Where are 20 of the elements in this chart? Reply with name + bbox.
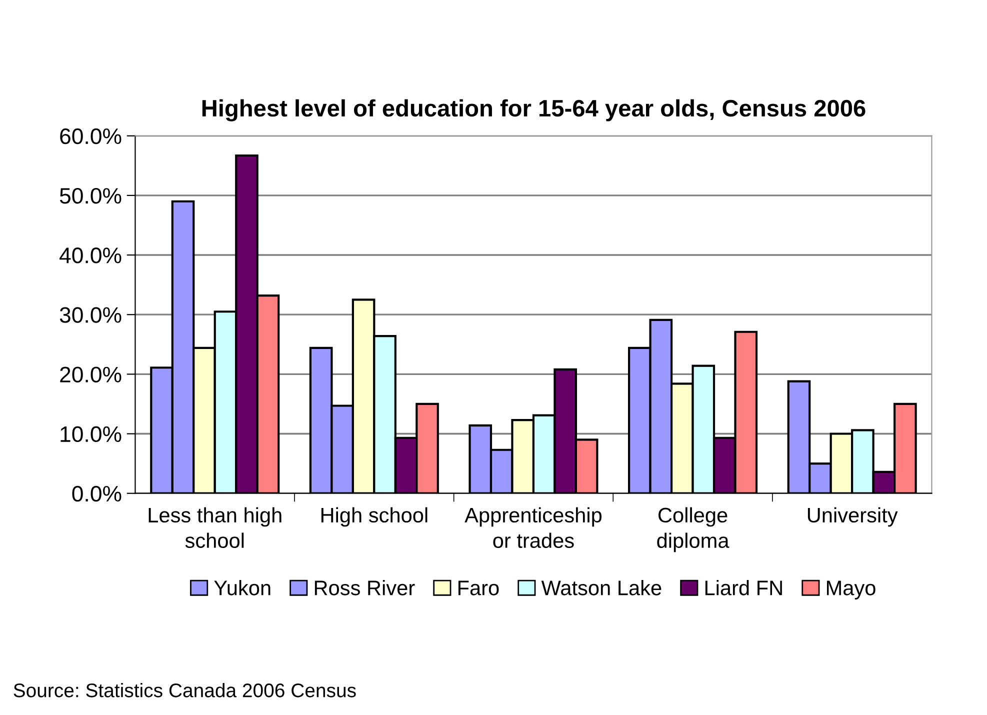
legend-label: Liard FN (705, 580, 782, 596)
x-tick-label: High school (321, 507, 428, 527)
y-tick-label: 50.0% (60, 188, 122, 204)
legend-label: Mayo (826, 580, 876, 600)
x-tick-label: College diploma (657, 507, 730, 552)
legend-label: Watson Lake (541, 580, 662, 596)
y-tick-label: 30.0% (60, 307, 122, 323)
y-tick-label: 20.0% (60, 366, 122, 382)
chart-title: Highest level of education for 15-64 year olds, Census 2006 (202, 99, 866, 122)
x-tick-label: Less than high school (148, 507, 282, 548)
x-tick-label: University (808, 507, 898, 527)
y-tick-label: 10.0% (60, 426, 122, 442)
y-tick-label: 40.0% (60, 248, 122, 264)
source-note: Source: Statistics Canada 2006 Census (14, 683, 356, 698)
legend-label: Ross River (314, 580, 415, 596)
x-tick-label: Apprenticeship or trades (464, 507, 602, 548)
y-tick-label: 0.0% (72, 486, 122, 502)
legend-label: Yukon (214, 580, 270, 596)
legend-label: Faro (458, 580, 499, 596)
y-tick-label: 60.0% (60, 128, 122, 144)
